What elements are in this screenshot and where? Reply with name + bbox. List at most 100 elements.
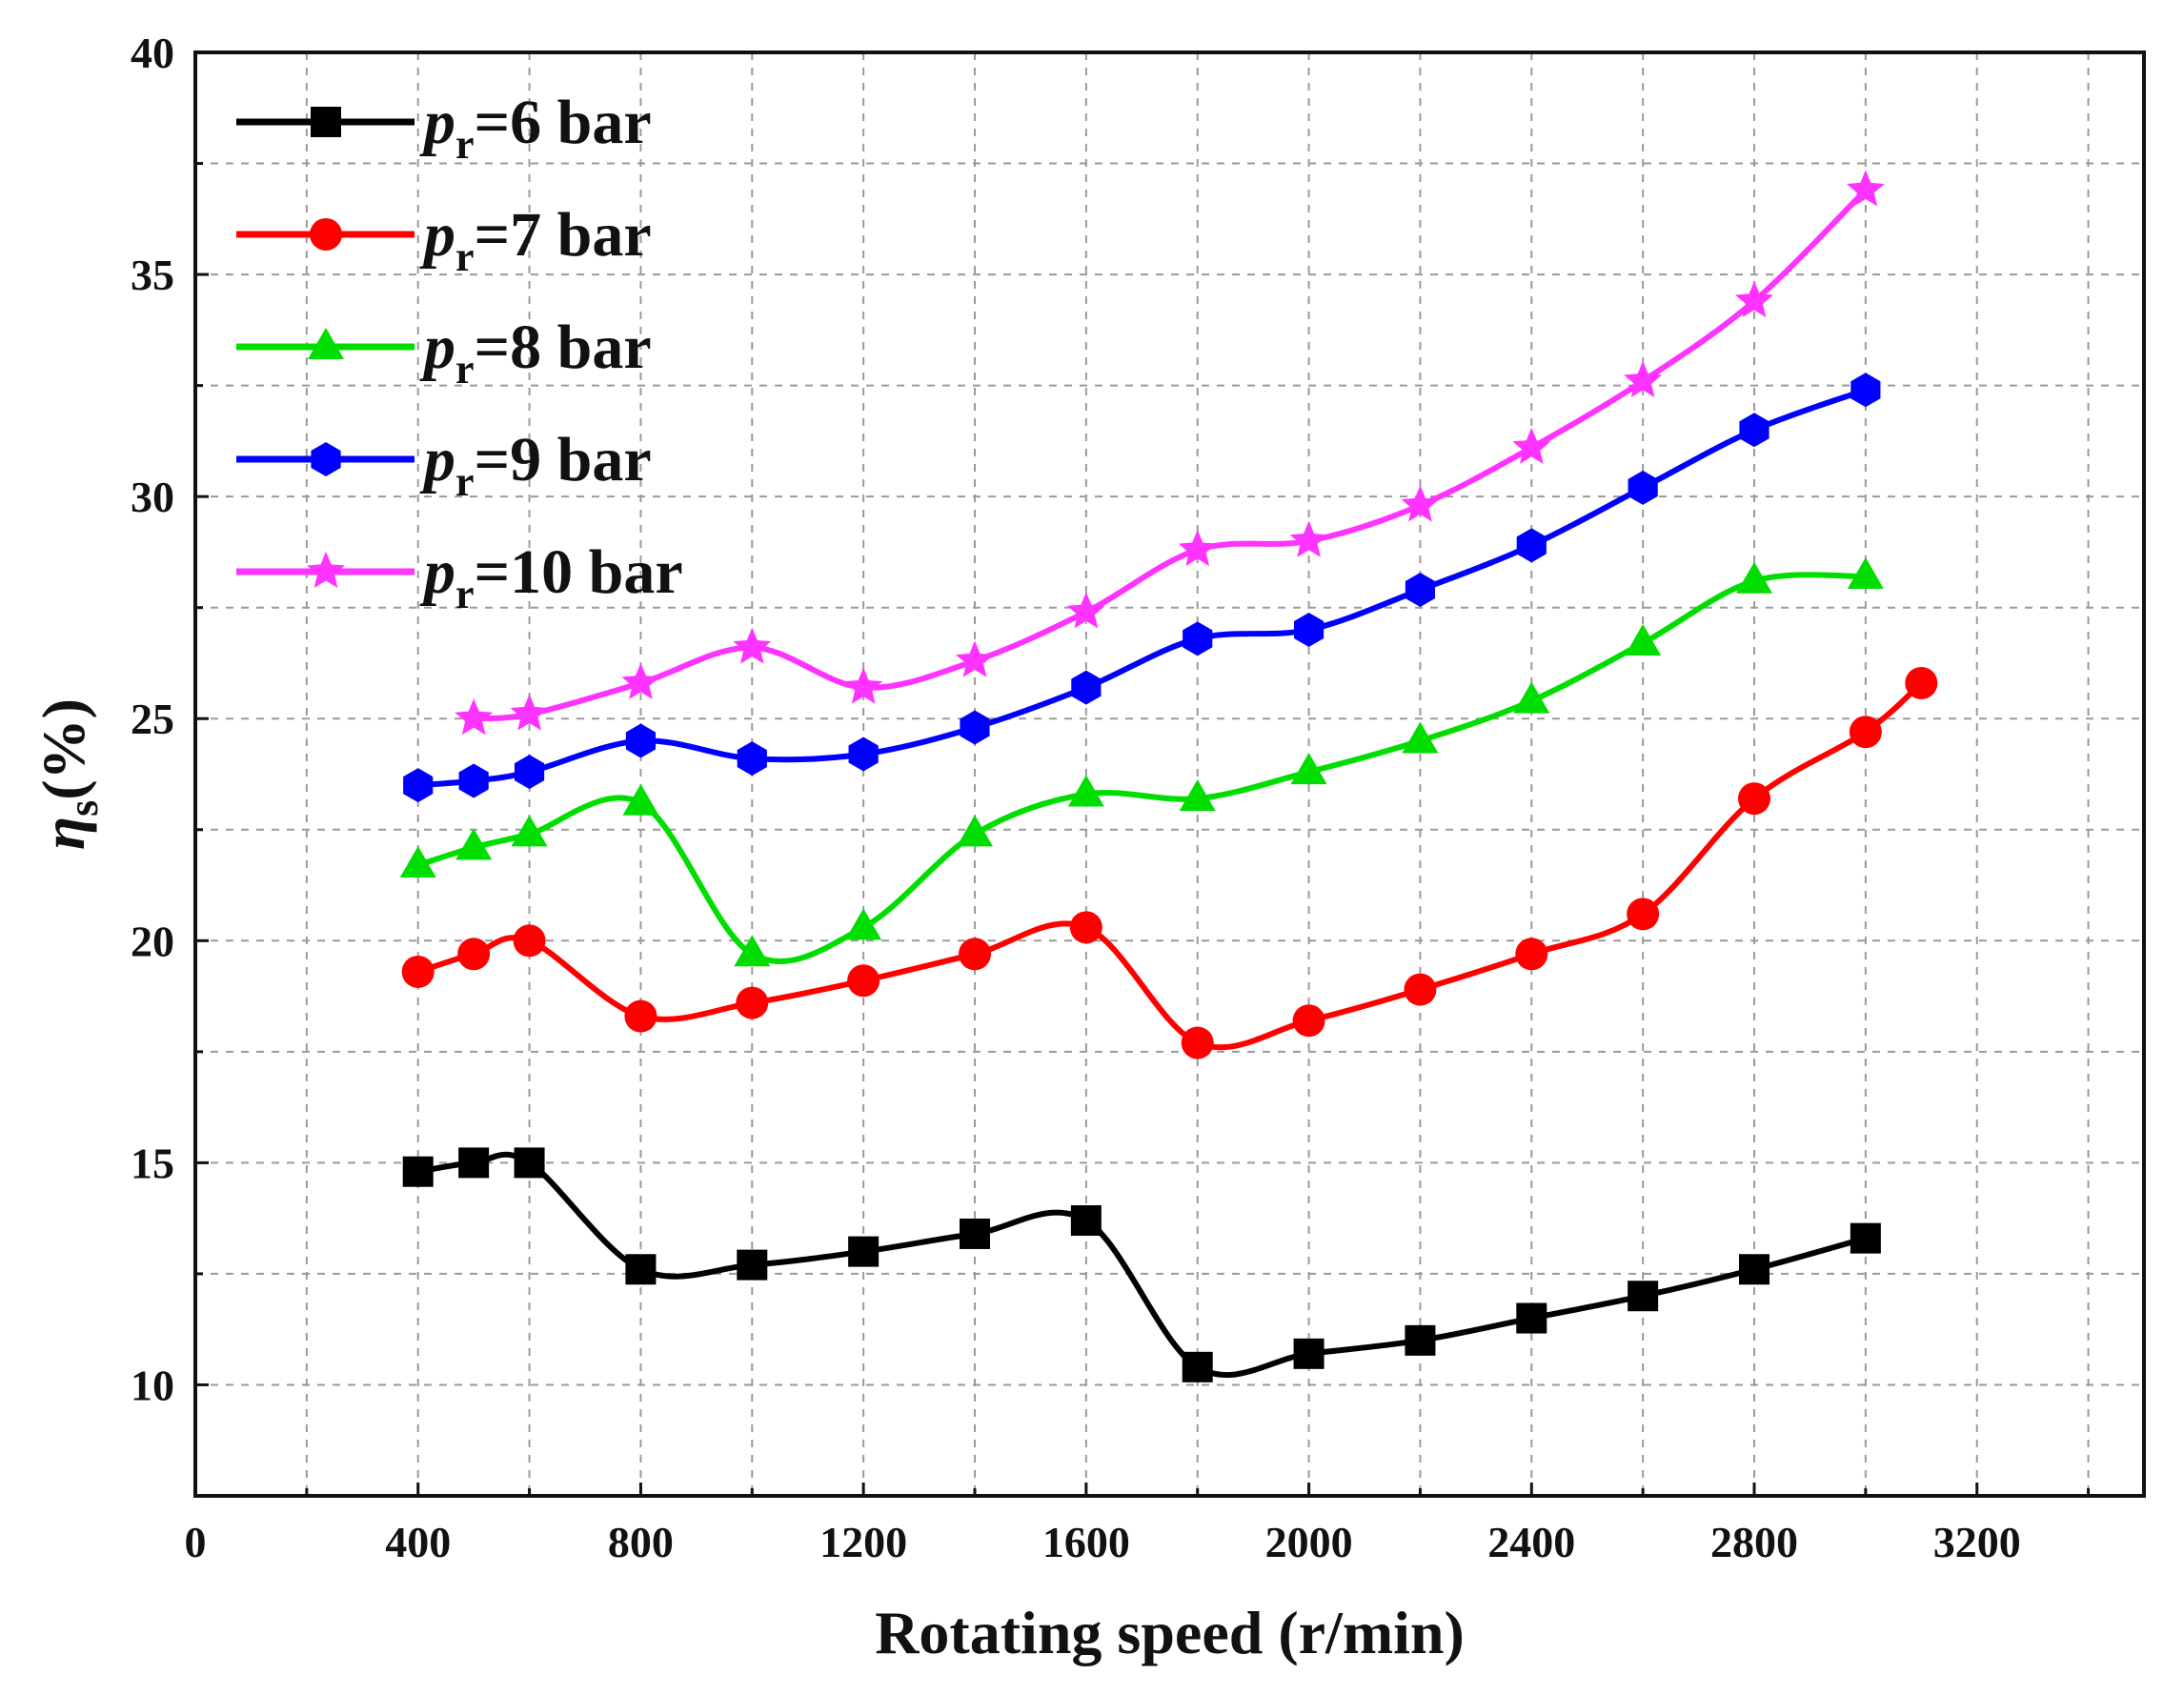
legend-label: pr=8 bar [419,313,652,393]
x-tick-label: 1200 [819,1518,907,1566]
data-point [458,1147,490,1179]
y-axis-title: ηs(%) [30,698,107,850]
data-point [458,763,489,798]
legend: pr=6 bar pr=7 bar pr=8 bar pr=9 bar pr=10 ba… [236,88,683,617]
legend-label: pr=9 bar [419,425,652,505]
data-point [402,1156,434,1187]
series-2 [401,666,1938,1059]
legend-item: pr=7 bar [236,200,652,280]
y-tick-label: 25 [131,695,174,743]
axis-ticks: 0 400 800 1200 1600 2000 2400 2800 3200 10 15 20 25 3… [131,29,2091,1566]
data-point [956,640,994,677]
series-4 [403,373,1881,803]
data-point [1402,721,1439,754]
legend-marker [311,442,341,476]
data-point [1066,592,1105,629]
data-point [1738,782,1770,816]
data-point [457,938,491,971]
y-tick-label: 40 [131,29,174,77]
legend-item: pr=9 bar [236,425,652,505]
data-point [622,783,659,816]
data-point [1183,621,1213,656]
x-tick-label: 1600 [1042,1518,1130,1566]
x-tick-label: 0 [185,1518,207,1566]
data-point [624,999,657,1033]
data-point [1846,170,1885,207]
data-point [1905,666,1938,699]
data-point [1178,530,1217,567]
legend-item: pr=8 bar [236,313,652,393]
data-point [957,815,993,847]
data-point [1513,681,1550,714]
data-point [1516,1302,1547,1334]
legend-label: pr=10 bar [419,537,683,617]
x-tick-label: 3200 [1933,1518,2021,1566]
data-point [1293,1338,1325,1369]
legend-marker [311,107,341,137]
data-point [845,908,882,940]
data-point [1405,573,1436,608]
data-point [1849,716,1882,749]
data-point [737,1249,768,1281]
data-point [1628,470,1658,505]
data-point [621,662,660,699]
data-point [625,723,657,758]
data-point [734,935,771,967]
data-point [1405,1324,1436,1356]
data-point [847,964,880,998]
data-point [511,815,548,847]
y-axis-unit: (%) [30,698,97,800]
series-3 [399,557,1884,967]
x-tick-label: 2000 [1265,1518,1353,1566]
data-point [1289,520,1328,557]
data-point [1736,561,1772,594]
legend-item: pr=10 bar [236,537,683,617]
legend-label: pr=6 bar [419,88,652,168]
data-point [1850,373,1881,408]
legend-marker [308,328,344,359]
data-point [1293,613,1325,647]
data-point [848,1236,880,1267]
data-point [1290,753,1327,785]
legend-marker [307,552,345,588]
data-point [1847,557,1884,590]
data-point [1515,938,1548,971]
data-point [737,741,767,777]
data-point [1625,623,1662,656]
y-tick-label: 20 [131,917,174,965]
data-point [455,828,493,860]
data-point [1739,1254,1769,1285]
data-point [1624,360,1663,397]
data-point [1401,485,1440,522]
series [399,170,1938,1382]
data-point [1512,427,1551,464]
data-point [1735,281,1773,318]
legend-item: pr=6 bar [236,88,652,168]
data-point [1292,1004,1325,1038]
legend-label: pr=7 bar [419,200,652,280]
y-tick-label: 35 [131,251,174,299]
y-axis-subscript: s [60,800,107,817]
plot-frame [193,50,2146,1498]
y-tick-label: 10 [131,1361,174,1409]
series-line [417,387,1867,789]
data-point [1182,1351,1213,1382]
data-point [625,1254,657,1285]
x-tick-label: 2800 [1710,1518,1798,1566]
data-point [1070,1204,1102,1236]
x-axis-title: Rotating speed (r/min) [875,1599,1465,1666]
y-axis-symbol: η [30,817,97,850]
y-tick-label: 15 [131,1139,174,1187]
x-tick-label: 400 [385,1518,451,1566]
data-point [736,986,769,1019]
data-point [1179,779,1216,812]
data-point [455,698,494,736]
y-tick-label: 30 [131,473,174,521]
data-point [1627,898,1660,931]
data-point [1067,775,1104,807]
x-tick-label: 800 [608,1518,674,1566]
data-point [1516,528,1547,563]
data-point [403,768,434,803]
